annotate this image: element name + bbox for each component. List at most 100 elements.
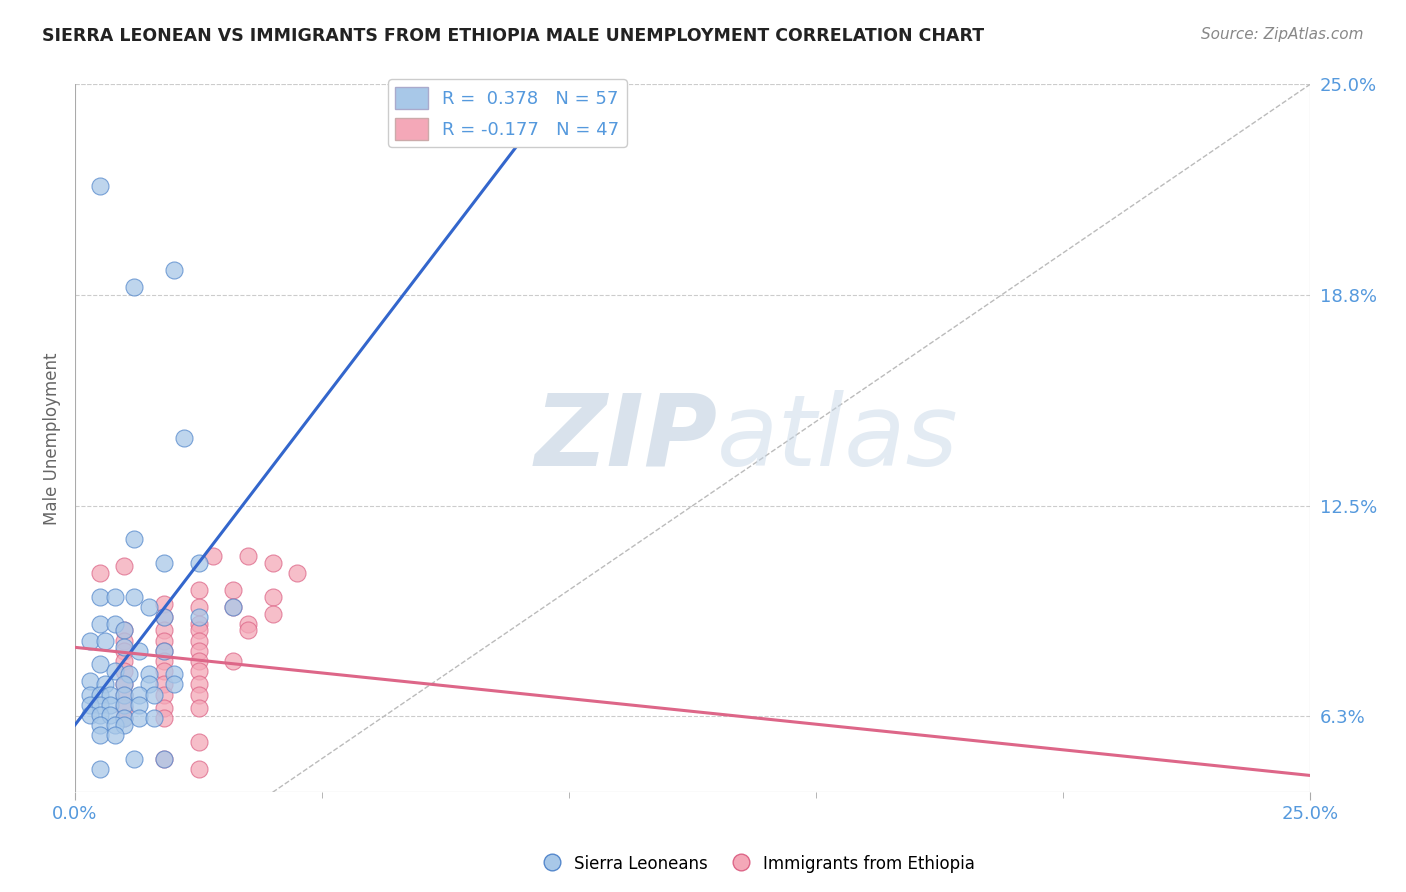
Point [153, 556, 176, 570]
Point [112, 711, 135, 725]
Point [112, 633, 135, 648]
Point [153, 654, 176, 668]
Point [236, 624, 259, 638]
Text: Source: ZipAtlas.com: Source: ZipAtlas.com [1201, 27, 1364, 42]
Point [98, 698, 121, 712]
Point [187, 644, 209, 658]
Point [79, 688, 101, 702]
Point [222, 654, 245, 668]
Point [153, 610, 176, 624]
Point [187, 599, 209, 614]
Point [93, 677, 115, 691]
Point [79, 674, 101, 689]
Point [262, 590, 284, 604]
Point [89, 616, 111, 631]
Point [153, 597, 176, 611]
Point [236, 549, 259, 564]
Text: SIERRA LEONEAN VS IMMIGRANTS FROM ETHIOPIA MALE UNEMPLOYMENT CORRELATION CHART: SIERRA LEONEAN VS IMMIGRANTS FROM ETHIOP… [42, 27, 984, 45]
Point [79, 698, 101, 712]
Point [187, 664, 209, 678]
Point [89, 566, 111, 581]
Point [112, 688, 135, 702]
Point [93, 633, 115, 648]
Point [89, 688, 111, 702]
Point [153, 711, 176, 725]
Point [79, 633, 101, 648]
Point [103, 616, 125, 631]
Point [128, 644, 150, 658]
Point [112, 559, 135, 574]
Point [124, 590, 146, 604]
Point [128, 688, 150, 702]
Point [112, 644, 135, 658]
Point [89, 762, 111, 776]
Point [103, 728, 125, 742]
Point [187, 624, 209, 638]
Legend: R =  0.378   N = 57, R = -0.177   N = 47: R = 0.378 N = 57, R = -0.177 N = 47 [388, 79, 627, 147]
Point [285, 566, 308, 581]
Point [153, 624, 176, 638]
Point [112, 654, 135, 668]
Point [89, 590, 111, 604]
Point [112, 677, 135, 691]
Point [124, 533, 146, 547]
Point [153, 610, 176, 624]
Point [173, 431, 195, 445]
Point [103, 664, 125, 678]
Point [153, 644, 176, 658]
Point [143, 711, 166, 725]
Point [112, 624, 135, 638]
Point [153, 664, 176, 678]
Point [187, 688, 209, 702]
Point [163, 667, 186, 681]
Point [143, 688, 166, 702]
Point [103, 718, 125, 732]
Point [124, 751, 146, 765]
Point [187, 677, 209, 691]
Point [153, 701, 176, 715]
Point [118, 667, 141, 681]
Point [153, 688, 176, 702]
Legend: Sierra Leoneans, Immigrants from Ethiopia: Sierra Leoneans, Immigrants from Ethiopi… [537, 848, 981, 880]
Point [153, 644, 176, 658]
Point [153, 633, 176, 648]
Point [187, 762, 209, 776]
Y-axis label: Male Unemployment: Male Unemployment [44, 352, 60, 524]
Point [89, 728, 111, 742]
Point [262, 556, 284, 570]
Point [98, 688, 121, 702]
Point [187, 610, 209, 624]
Point [112, 677, 135, 691]
Point [153, 677, 176, 691]
Point [138, 667, 160, 681]
Point [89, 707, 111, 722]
Point [262, 607, 284, 621]
Point [112, 688, 135, 702]
Point [187, 582, 209, 597]
Point [222, 582, 245, 597]
Text: ZIP: ZIP [534, 390, 717, 487]
Point [112, 698, 135, 712]
Point [89, 178, 111, 193]
Point [112, 711, 135, 725]
Point [153, 751, 176, 765]
Point [187, 701, 209, 715]
Point [112, 640, 135, 655]
Text: atlas: atlas [717, 390, 959, 487]
Point [187, 556, 209, 570]
Point [138, 599, 160, 614]
Point [112, 718, 135, 732]
Point [79, 707, 101, 722]
Point [163, 262, 186, 277]
Point [112, 624, 135, 638]
Point [187, 735, 209, 749]
Point [236, 616, 259, 631]
Point [222, 599, 245, 614]
Point [128, 711, 150, 725]
Point [153, 751, 176, 765]
Point [89, 698, 111, 712]
Point [98, 707, 121, 722]
Point [112, 664, 135, 678]
Point [128, 698, 150, 712]
Point [187, 616, 209, 631]
